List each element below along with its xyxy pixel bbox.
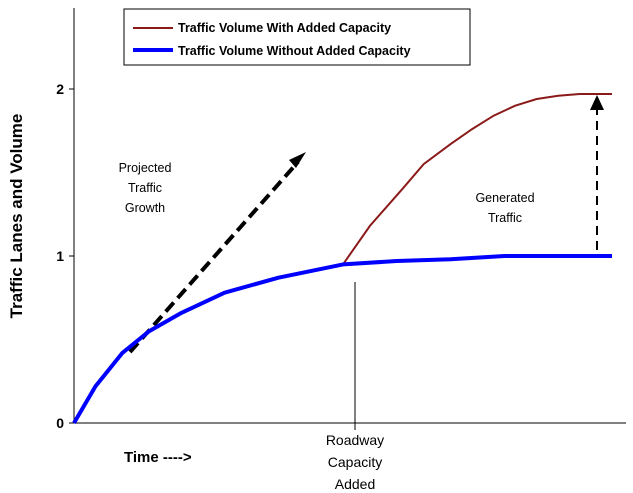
projected-growth-arrowhead bbox=[289, 152, 306, 168]
capacity-label-line3: Added bbox=[335, 476, 375, 492]
projected-label-line1: Projected bbox=[119, 161, 172, 175]
capacity-label-line1: Roadway bbox=[326, 432, 384, 448]
time-axis-label: Time ----> bbox=[124, 449, 192, 466]
generated-label-line1: Generated bbox=[475, 191, 534, 205]
y-tick-label: 2 bbox=[56, 81, 64, 97]
y-axis-title: Traffic Lanes and Volume bbox=[7, 114, 26, 319]
projected-growth-label: Projected Traffic Growth bbox=[119, 161, 172, 215]
projected-label-line2: Traffic bbox=[128, 181, 162, 195]
capacity-added-label: Roadway Capacity Added bbox=[326, 432, 384, 492]
series-line-without-added-capacity bbox=[72, 254, 612, 425]
legend: Traffic Volume With Added Capacity Traff… bbox=[123, 8, 471, 66]
generated-traffic-arrowhead bbox=[590, 95, 604, 110]
legend-label-without: Traffic Volume Without Added Capacity bbox=[178, 44, 411, 58]
y-ticks: 0 1 2 bbox=[56, 81, 74, 431]
legend-label-with: Traffic Volume With Added Capacity bbox=[178, 21, 391, 35]
y-tick-label: 1 bbox=[56, 248, 64, 264]
generated-label-line2: Traffic bbox=[488, 211, 522, 225]
projected-growth-arrow bbox=[128, 160, 300, 354]
y-tick-label: 0 bbox=[56, 415, 64, 431]
capacity-label-line2: Capacity bbox=[328, 454, 382, 470]
projected-label-line3: Growth bbox=[125, 201, 165, 215]
series-line-with-added-capacity bbox=[73, 93, 612, 424]
generated-traffic-label: Generated Traffic bbox=[475, 191, 534, 225]
legend-box bbox=[123, 8, 471, 66]
